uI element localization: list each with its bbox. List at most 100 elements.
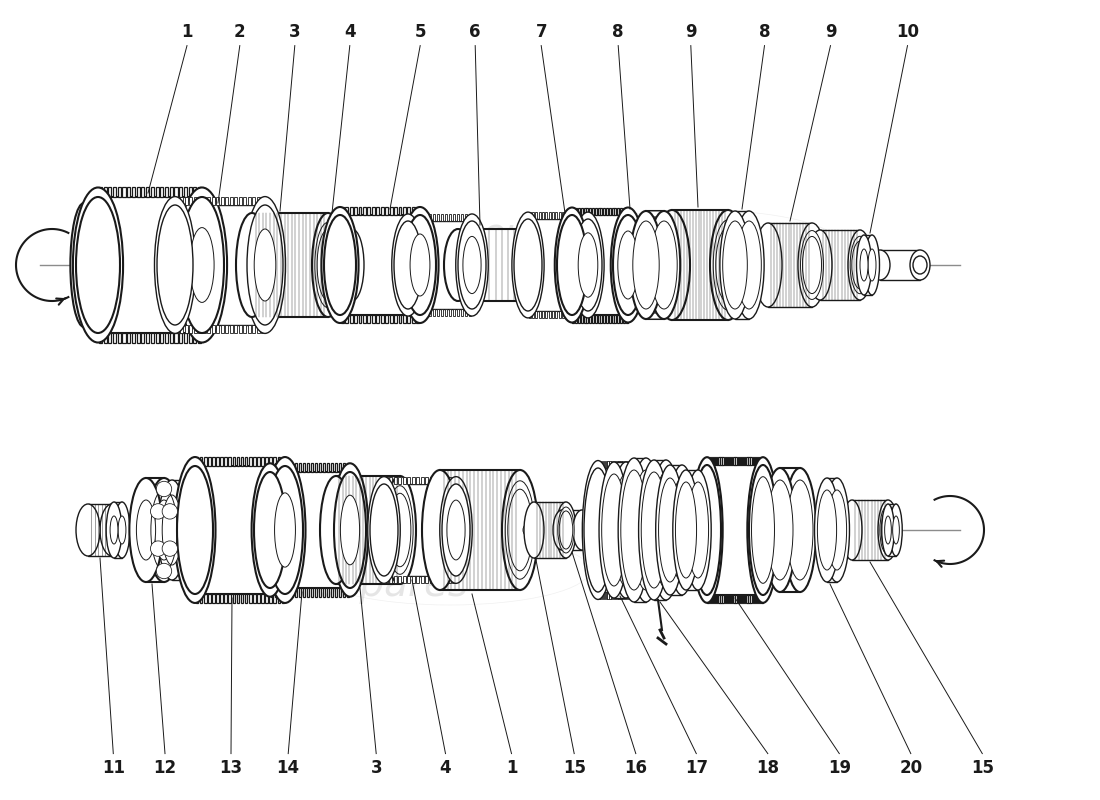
Polygon shape: [534, 502, 566, 558]
Polygon shape: [207, 197, 210, 205]
Polygon shape: [270, 472, 350, 588]
Polygon shape: [617, 592, 618, 599]
Polygon shape: [283, 588, 285, 597]
Polygon shape: [295, 588, 297, 597]
Text: 8: 8: [613, 23, 624, 41]
Polygon shape: [145, 500, 165, 560]
Polygon shape: [597, 207, 600, 215]
Polygon shape: [602, 461, 603, 468]
Polygon shape: [592, 207, 594, 215]
Ellipse shape: [275, 493, 296, 567]
Ellipse shape: [410, 234, 430, 296]
Polygon shape: [407, 576, 410, 583]
Polygon shape: [748, 595, 750, 603]
Polygon shape: [734, 595, 735, 603]
Polygon shape: [559, 212, 561, 219]
Text: 11: 11: [102, 759, 124, 777]
Polygon shape: [565, 212, 568, 219]
Polygon shape: [606, 461, 607, 468]
Polygon shape: [241, 594, 243, 603]
Polygon shape: [640, 461, 641, 468]
Polygon shape: [385, 576, 387, 583]
Polygon shape: [628, 592, 629, 599]
Circle shape: [162, 541, 177, 556]
Polygon shape: [584, 207, 585, 215]
Polygon shape: [416, 477, 419, 484]
Ellipse shape: [463, 237, 481, 294]
Ellipse shape: [632, 221, 659, 309]
Ellipse shape: [817, 490, 837, 570]
Polygon shape: [437, 309, 439, 316]
Polygon shape: [99, 187, 102, 197]
Ellipse shape: [107, 502, 122, 558]
Ellipse shape: [737, 221, 761, 309]
Polygon shape: [725, 595, 726, 603]
Polygon shape: [409, 309, 411, 316]
Ellipse shape: [801, 230, 824, 299]
Ellipse shape: [244, 197, 286, 334]
Polygon shape: [299, 463, 301, 472]
Polygon shape: [612, 315, 614, 322]
Ellipse shape: [751, 477, 774, 583]
Text: 16: 16: [625, 759, 647, 777]
Polygon shape: [340, 215, 420, 315]
Ellipse shape: [114, 502, 130, 558]
Polygon shape: [579, 311, 581, 318]
Ellipse shape: [324, 215, 356, 315]
Polygon shape: [888, 504, 896, 556]
Polygon shape: [582, 212, 584, 219]
Polygon shape: [403, 477, 406, 484]
Polygon shape: [376, 315, 380, 323]
Polygon shape: [439, 576, 442, 583]
Polygon shape: [204, 594, 207, 603]
Polygon shape: [319, 588, 321, 597]
Polygon shape: [750, 595, 752, 603]
Polygon shape: [626, 592, 627, 599]
Polygon shape: [618, 592, 619, 599]
Ellipse shape: [591, 235, 614, 294]
Polygon shape: [755, 595, 756, 603]
Ellipse shape: [162, 495, 182, 565]
Ellipse shape: [404, 215, 436, 315]
Polygon shape: [282, 594, 284, 603]
Polygon shape: [631, 592, 632, 599]
Polygon shape: [826, 490, 837, 570]
Polygon shape: [585, 311, 587, 318]
Polygon shape: [403, 315, 406, 323]
Polygon shape: [752, 457, 754, 465]
Ellipse shape: [880, 506, 896, 554]
Polygon shape: [628, 461, 629, 468]
Polygon shape: [252, 325, 255, 334]
Ellipse shape: [177, 466, 213, 594]
Polygon shape: [634, 470, 647, 590]
Polygon shape: [712, 595, 713, 603]
Polygon shape: [637, 592, 638, 599]
Polygon shape: [888, 516, 896, 544]
Polygon shape: [723, 595, 724, 603]
Polygon shape: [421, 477, 424, 484]
Ellipse shape: [747, 457, 779, 603]
Polygon shape: [275, 588, 277, 597]
Polygon shape: [412, 214, 416, 221]
Polygon shape: [155, 187, 158, 197]
Text: 15: 15: [563, 759, 585, 777]
Polygon shape: [394, 315, 397, 323]
Polygon shape: [184, 187, 187, 197]
Ellipse shape: [384, 476, 416, 584]
Polygon shape: [549, 311, 551, 318]
Polygon shape: [194, 333, 197, 342]
Polygon shape: [532, 311, 535, 318]
Ellipse shape: [602, 474, 626, 586]
Polygon shape: [229, 457, 231, 466]
Polygon shape: [408, 221, 472, 309]
Polygon shape: [546, 212, 548, 219]
Polygon shape: [686, 470, 698, 590]
Ellipse shape: [857, 235, 871, 295]
Polygon shape: [271, 463, 273, 472]
Polygon shape: [443, 477, 447, 484]
Polygon shape: [432, 309, 436, 316]
Ellipse shape: [447, 500, 465, 560]
Polygon shape: [417, 309, 419, 316]
Polygon shape: [232, 457, 235, 466]
Polygon shape: [394, 207, 397, 215]
